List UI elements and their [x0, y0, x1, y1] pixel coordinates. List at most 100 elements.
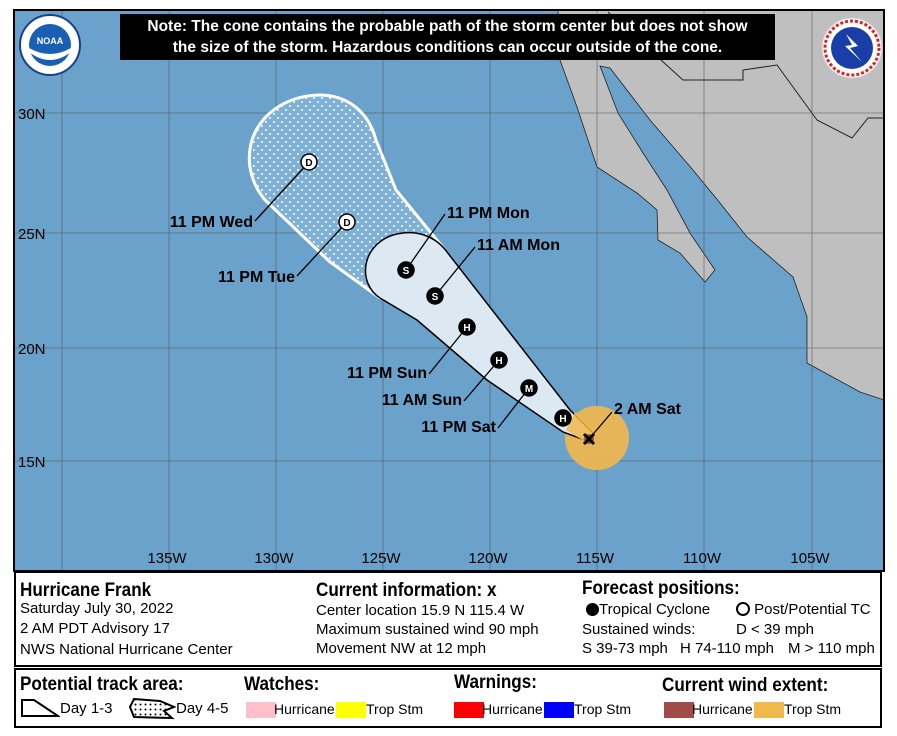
intensity-letter: M	[525, 384, 533, 395]
track-leader-line	[254, 161, 310, 222]
tropical-cyclone-marker	[426, 287, 444, 305]
warn-tropstm-swatch	[544, 702, 574, 718]
note-line-1: Note: The cone contains the probable pat…	[147, 18, 748, 35]
wind-tropstm-label: Trop Stm	[784, 701, 842, 717]
intensity-letter: H	[559, 414, 566, 425]
lon-tick-label: 135W	[147, 550, 187, 567]
storm-name: Hurricane Frank	[20, 580, 152, 601]
intensity-letter: H	[495, 356, 502, 367]
post-tc-marker	[300, 153, 318, 171]
track-time-label: 11 PM Sun	[347, 365, 427, 382]
storm-date: Saturday July 30, 2022	[20, 600, 174, 617]
lon-tick-label: 130W	[254, 550, 294, 567]
tropical-cyclone-marker	[458, 318, 476, 336]
lon-tick-label: 115W	[576, 550, 615, 567]
lon-tick-label: 125W	[361, 550, 401, 567]
current-info-title-text: Current information:	[316, 580, 483, 601]
filled-circle-icon	[586, 603, 599, 616]
track-time-label: 11 PM Mon	[447, 205, 530, 222]
track-point: M 11 PM Sat	[421, 379, 538, 436]
lon-tick-label: 105W	[790, 550, 830, 567]
watch-tropstm-label: Trop Stm	[366, 701, 424, 717]
track-point: 2 AM Sat	[582, 401, 682, 446]
day-4-5-cone-icon	[128, 697, 176, 720]
track-time-label: 11 PM Tue	[218, 269, 295, 286]
current-info-title: Current information: x	[316, 580, 497, 602]
wind-m: M > 110 mph	[788, 640, 875, 657]
wind-tropstm-swatch	[754, 702, 784, 718]
issuing-center: NWS National Hurricane Center	[20, 641, 233, 658]
day-4-5-label: Day 4-5	[176, 700, 229, 717]
lat-tick-label: 20N	[18, 341, 46, 358]
center-location: Center location 15.9 N 115.4 W	[316, 602, 525, 619]
intensity-letter: H	[463, 323, 470, 334]
current-marker-x: x	[487, 580, 497, 601]
current-position-x-icon	[582, 432, 596, 446]
lat-tick-label: 15N	[18, 454, 46, 471]
storm-map: 2 AM Sat H M 11 PM Sat H 11 AM Sun H 11 PM Sun S…	[13, 9, 885, 572]
track-point: D 11 PM Tue	[218, 213, 356, 286]
warn-hurricane-swatch	[454, 702, 484, 718]
open-circle-icon	[736, 602, 750, 616]
legend-panel: Potential track area: Day 1-3 Day 4-5 Wa…	[14, 668, 882, 728]
axis-labels: 135W 130W 125W 120W 115W 110W 105W 30N 25N 20N 15N	[18, 106, 830, 567]
legend-post-tc: Post/Potential TC	[736, 601, 871, 618]
watches-title: Watches:	[244, 674, 320, 695]
wind-extent-title: Current wind extent:	[662, 675, 829, 696]
watch-tropstm-swatch	[336, 702, 366, 718]
track-area-title: Potential track area:	[20, 674, 184, 695]
track-leader-line	[428, 326, 468, 375]
wind-hurricane-swatch	[664, 702, 694, 718]
noaa-logo: NOAA	[19, 14, 81, 76]
track-point: H 11 PM Sun	[347, 318, 476, 382]
graticule	[14, 10, 884, 571]
track-time-label: 11 PM Sat	[421, 419, 496, 436]
track-leader-line	[463, 359, 500, 402]
watch-hurricane-swatch	[246, 702, 276, 718]
sustained-winds-label: Sustained winds:	[582, 621, 696, 638]
movement: Movement NW at 12 mph	[316, 640, 487, 657]
track-leader-line	[434, 246, 476, 297]
track-time-label: 2 AM Sat	[614, 401, 682, 418]
legend-tropical-cyclone: Tropical Cyclone	[586, 601, 710, 618]
day-1-3-cone-icon	[21, 699, 60, 717]
post-tc-marker	[338, 213, 356, 231]
warn-hurricane-label: Hurricane	[482, 701, 543, 717]
intensity-letter: S	[432, 292, 439, 303]
border-us-mexico	[607, 11, 884, 139]
max-wind: Maximum sustained wind 90 mph	[316, 621, 539, 638]
intensity-letter: D	[343, 218, 350, 229]
track-point: S 11 PM Mon	[397, 205, 530, 279]
warnings-title: Warnings:	[454, 672, 537, 693]
wind-s: S 39-73 mph	[582, 640, 668, 657]
track-point: S 11 AM Mon	[426, 237, 560, 305]
track-time-label: 11 AM Sun	[382, 392, 462, 409]
forecast-title: Forecast positions:	[582, 578, 740, 599]
wind-d: D < 39 mph	[736, 621, 814, 638]
note-line-2: the size of the storm. Hazardous conditi…	[172, 39, 723, 56]
tropical-cyclone-label: Tropical Cyclone	[599, 601, 711, 618]
storm-advisory: 2 AM PDT Advisory 17	[20, 620, 170, 637]
tropical-cyclone-marker	[397, 261, 415, 279]
nws-logo	[821, 17, 883, 79]
track-point: H 11 AM Sun	[382, 351, 508, 409]
cone-disclaimer-note: Note: The cone contains the probable pat…	[120, 14, 775, 60]
tropical-cyclone-marker	[490, 351, 508, 369]
day-1-3-label: Day 1-3	[60, 700, 113, 717]
track-leader-line	[296, 221, 348, 277]
lat-tick-label: 25N	[18, 226, 46, 243]
intensity-letter: D	[305, 158, 312, 169]
intensity-letter: S	[403, 266, 410, 277]
track-time-label: 11 AM Mon	[477, 237, 560, 254]
lat-tick-label: 30N	[18, 106, 46, 123]
tropical-cyclone-marker	[554, 409, 572, 427]
watch-hurricane-label: Hurricane	[274, 701, 335, 717]
wind-hurricane-label: Hurricane	[692, 701, 753, 717]
lon-tick-label: 110W	[683, 550, 722, 567]
track-leader-line	[405, 213, 446, 271]
info-panel: Hurricane Frank Saturday July 30, 2022 2…	[14, 571, 882, 667]
track-time-label: 11 PM Wed	[170, 214, 253, 231]
track-point: H	[554, 409, 572, 427]
warn-tropstm-label: Trop Stm	[574, 701, 632, 717]
noaa-logo-text: NOAA	[37, 36, 64, 46]
